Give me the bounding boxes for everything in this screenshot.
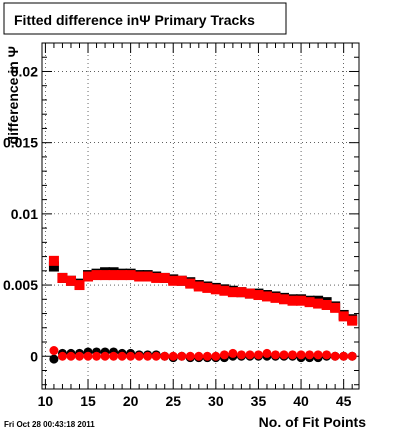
x-tick-label: 40 — [293, 393, 309, 409]
circle-marker — [339, 351, 349, 361]
circle-marker — [126, 351, 136, 361]
square-marker — [202, 282, 213, 293]
square-marker — [321, 299, 332, 310]
square-marker — [338, 311, 349, 322]
circle-marker — [49, 346, 59, 356]
circle-marker — [92, 351, 102, 361]
circle-marker — [74, 351, 84, 361]
circle-marker — [330, 351, 340, 361]
circle-marker — [57, 351, 67, 361]
circle-marker — [288, 350, 298, 360]
square-marker — [313, 298, 324, 309]
data-markers — [48, 255, 358, 364]
square-marker — [330, 302, 341, 313]
circle-marker — [109, 351, 119, 361]
y-tick-label: 0.02 — [11, 63, 38, 79]
square-marker — [236, 287, 247, 298]
square-marker — [159, 272, 170, 283]
square-marker — [176, 275, 187, 286]
square-marker — [108, 270, 119, 281]
square-marker — [304, 297, 315, 308]
circle-marker — [134, 351, 144, 361]
circle-marker — [211, 351, 221, 361]
square-marker — [74, 280, 85, 291]
square-marker — [287, 295, 298, 306]
square-marker — [48, 261, 59, 272]
circle-marker — [279, 350, 289, 360]
circle-marker — [49, 354, 59, 364]
square-marker — [168, 275, 179, 286]
circle-marker — [228, 348, 238, 358]
circle-marker — [236, 350, 246, 360]
axis-ticks: 10 15 20 25 30 35 40 45 0 0.005 0.01 0.015 0.02 — [3, 42, 359, 409]
title-frame — [3, 2, 287, 35]
square-marker — [100, 270, 111, 281]
square-marker — [48, 255, 59, 266]
plot-frame — [41, 42, 360, 390]
x-axis-label: No. of Fit Points — [259, 414, 367, 430]
circle-marker — [322, 350, 332, 360]
x-tick-label: 15 — [80, 393, 96, 409]
x-tick-label: 35 — [251, 393, 267, 409]
x-tick-label: 10 — [38, 393, 54, 409]
square-marker — [253, 290, 264, 301]
circle-marker — [143, 351, 153, 361]
circle-marker — [160, 351, 170, 361]
chart-title: Fitted difference inΨ Primary Tracks — [14, 12, 255, 28]
y-tick-label: 0.015 — [3, 135, 38, 151]
square-marker — [219, 285, 230, 296]
circle-marker — [168, 351, 178, 361]
circle-marker — [66, 351, 76, 361]
x-tick-label: 25 — [165, 393, 181, 409]
circle-marker — [202, 351, 212, 361]
circle-marker — [177, 351, 187, 361]
square-marker — [270, 292, 281, 303]
title-box: Fitted difference inΨ Primary Tracks — [3, 2, 287, 35]
square-marker — [185, 278, 196, 289]
circle-marker — [347, 351, 357, 361]
circle-marker — [270, 350, 280, 360]
square-marker — [57, 272, 68, 283]
circle-marker — [83, 351, 93, 361]
circle-marker — [117, 351, 127, 361]
circle-marker — [151, 351, 161, 361]
square-marker — [142, 271, 153, 282]
square-marker — [65, 275, 76, 286]
circle-marker — [185, 351, 195, 361]
circle-marker — [245, 350, 255, 360]
square-marker — [279, 294, 290, 305]
circle-marker — [194, 351, 204, 361]
square-marker — [151, 272, 162, 283]
x-tick-label: 30 — [208, 393, 224, 409]
square-marker — [91, 270, 102, 281]
circle-marker — [305, 350, 315, 360]
square-marker — [193, 281, 204, 292]
circle-marker — [313, 350, 323, 360]
circle-marker — [253, 350, 263, 360]
square-marker — [227, 287, 238, 298]
y-axis-label: difference in Ψ — [5, 46, 21, 144]
square-marker — [296, 295, 307, 306]
timestamp: Fri Oct 28 00:43:18 2011 — [4, 420, 95, 429]
circle-marker — [100, 351, 110, 361]
y-tick-label: 0.005 — [3, 277, 38, 293]
circle-marker — [296, 350, 306, 360]
square-marker — [83, 271, 94, 282]
square-marker — [244, 288, 255, 299]
y-tick-label: 0.01 — [11, 206, 38, 222]
x-tick-label: 20 — [123, 393, 139, 409]
circle-marker — [219, 350, 229, 360]
square-marker — [134, 271, 145, 282]
square-marker — [261, 291, 272, 302]
square-marker — [210, 284, 221, 295]
square-marker — [347, 315, 358, 326]
x-tick-label: 45 — [336, 393, 352, 409]
square-marker — [125, 270, 136, 281]
y-tick-label: 0 — [30, 348, 38, 364]
square-marker — [117, 270, 128, 281]
circle-marker — [262, 348, 272, 358]
